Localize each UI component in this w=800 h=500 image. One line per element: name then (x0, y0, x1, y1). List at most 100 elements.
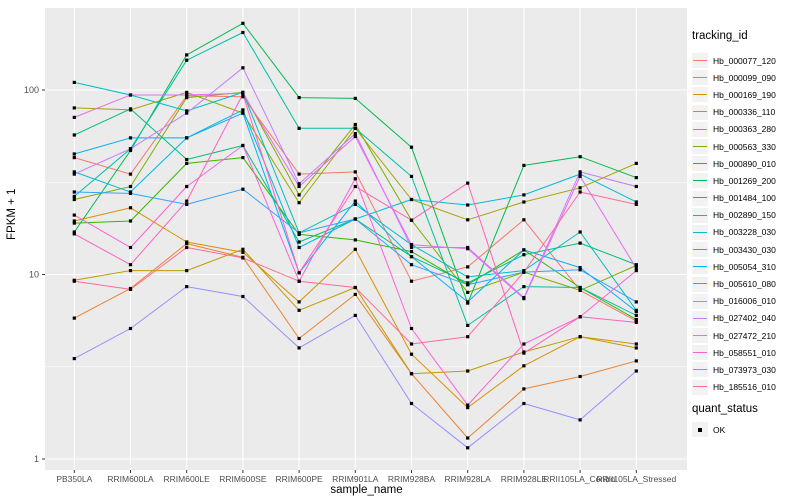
x-tick-label: RRIM928LA (445, 474, 492, 484)
data-point (185, 240, 189, 244)
legend-item-Hb_003430_030: Hb_003430_030 (692, 241, 776, 258)
data-point (634, 200, 638, 204)
legend-label: Hb_185516_010 (713, 382, 776, 393)
legend-key-swatch (692, 190, 708, 206)
data-point (353, 96, 357, 100)
data-point (241, 187, 245, 191)
data-point (409, 243, 414, 247)
legend-line-icon (693, 77, 707, 79)
x-tick-label: RRIM901LA (332, 474, 379, 484)
x-tick-label: RRIM600SE (219, 474, 267, 484)
data-point (522, 351, 526, 355)
legend-label: Hb_001269_200 (713, 175, 776, 186)
data-point (185, 161, 189, 165)
data-point (409, 218, 414, 222)
data-point (72, 170, 76, 174)
data-point (297, 300, 301, 304)
data-point (297, 245, 301, 250)
data-point (72, 232, 76, 236)
data-point (128, 206, 133, 210)
data-point (128, 136, 133, 140)
legend-label: Hb_058551_010 (713, 347, 776, 358)
legend-line-icon (693, 180, 707, 182)
data-point (578, 285, 582, 290)
data-point (522, 163, 526, 167)
data-point (634, 266, 638, 270)
data-point (185, 93, 189, 97)
legend-line-icon (693, 59, 707, 61)
data-point (241, 156, 245, 160)
legend-key-swatch (692, 87, 708, 103)
legend-key-swatch (692, 362, 708, 378)
data-point (409, 401, 414, 406)
data-point (578, 288, 582, 292)
data-point (128, 219, 133, 223)
data-point (522, 200, 526, 204)
legend-label: Hb_000890_010 (713, 158, 776, 169)
data-point (297, 346, 301, 350)
data-point (128, 245, 133, 250)
data-point (578, 268, 582, 272)
data-point (466, 265, 470, 269)
data-point (297, 279, 301, 283)
data-point (634, 202, 638, 206)
legend-key-swatch (692, 139, 708, 155)
data-point (522, 218, 526, 222)
data-point (297, 96, 301, 100)
legend-key-swatch (692, 310, 708, 326)
data-point (241, 111, 245, 115)
data-point (578, 174, 582, 178)
legend-label: Hb_005610_080 (713, 279, 776, 290)
data-point (353, 126, 357, 130)
data-point (185, 58, 189, 62)
data-point (409, 255, 414, 259)
legend-item-Hb_185516_010: Hb_185516_010 (692, 379, 776, 396)
data-point (128, 107, 133, 111)
legend-line-icon (693, 214, 707, 216)
data-point (128, 263, 133, 267)
data-point (409, 145, 414, 149)
legend-line-icon (693, 317, 707, 319)
data-point (522, 270, 526, 274)
legend-key-swatch (692, 379, 708, 395)
data-point (634, 184, 638, 189)
legend-item-Hb_058551_010: Hb_058551_010 (692, 344, 776, 361)
data-point (72, 230, 76, 234)
legend-title-quant-status: quant_status (692, 403, 758, 415)
data-point (241, 250, 245, 254)
data-point (409, 197, 414, 202)
data-point (297, 308, 301, 312)
legend-label: Hb_000363_280 (713, 124, 776, 135)
data-point (353, 217, 357, 221)
legend-line-icon (693, 266, 707, 268)
legend-line-icon (693, 334, 707, 336)
data-point (128, 172, 133, 176)
data-point (466, 247, 470, 251)
data-point (241, 294, 245, 299)
data-point (185, 285, 189, 289)
legend-line-icon (693, 111, 707, 113)
legend-key-swatch (692, 104, 708, 120)
data-point (353, 202, 357, 206)
data-point (409, 352, 414, 356)
legend-key-swatch (692, 121, 708, 137)
data-point (72, 115, 76, 119)
data-point (578, 186, 582, 190)
data-point (185, 96, 189, 100)
data-point (634, 313, 638, 317)
x-axis-title: sample_name (330, 484, 403, 496)
data-point (128, 184, 133, 189)
data-point (522, 297, 526, 301)
data-point (185, 242, 189, 246)
data-point (353, 285, 357, 290)
data-point (72, 194, 76, 198)
legend-label: Hb_016006_010 (713, 296, 776, 307)
data-point (72, 190, 76, 194)
legend-item-Hb_000890_010: Hb_000890_010 (692, 155, 776, 172)
data-point (241, 66, 245, 70)
data-point (353, 184, 357, 189)
data-point (578, 315, 582, 319)
data-point (353, 134, 357, 139)
data-point (297, 172, 301, 176)
